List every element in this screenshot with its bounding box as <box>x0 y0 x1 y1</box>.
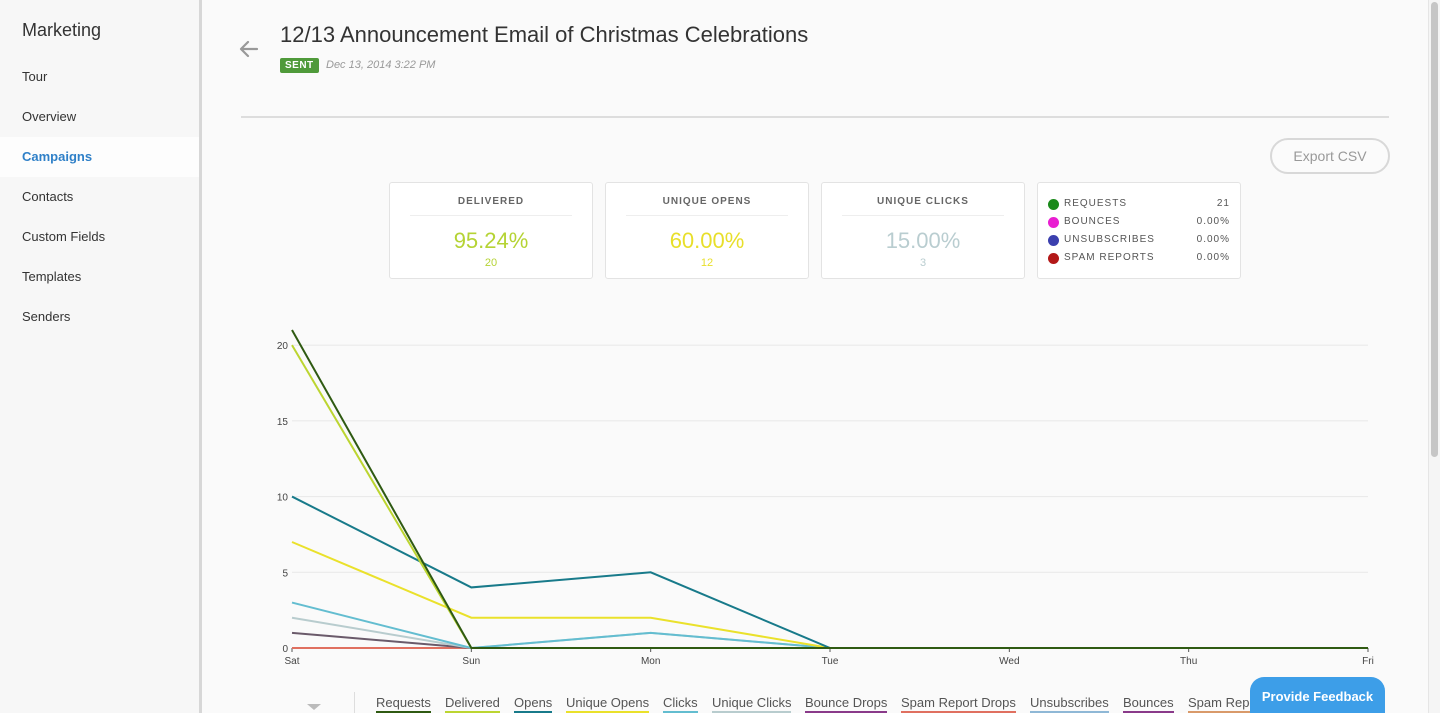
unique-clicks-count: 3 <box>919 257 927 269</box>
series-toggle-bounces[interactable]: Bounces <box>1123 695 1174 713</box>
x-tick-label: Wed <box>999 656 1019 667</box>
legend-row-requests: REQUESTS 21 <box>1048 195 1230 213</box>
unique-opens-card: UNIQUE OPENS 60.00% 12 <box>605 182 809 279</box>
series-line-unique-opens <box>291 541 1368 649</box>
legend-label: SPAM REPORTS <box>1064 252 1155 263</box>
unique-opens-value: 60.00% <box>669 228 745 253</box>
export-csv-button[interactable]: Export CSV <box>1270 138 1390 174</box>
legend-label: BOUNCES <box>1064 216 1121 227</box>
series-toggle-spam-report-drops[interactable]: Spam Report Drops <box>901 695 1016 713</box>
card-divider <box>410 215 572 216</box>
sidebar-item-contacts[interactable]: Contacts <box>22 189 74 204</box>
scrollbar-thumb[interactable] <box>1431 2 1438 457</box>
unique-opens-count: 12 <box>700 257 714 269</box>
header-divider <box>241 116 1389 118</box>
series-toggle-requests[interactable]: Requests <box>376 695 431 713</box>
legend-value: 21 <box>1216 198 1230 209</box>
x-tick-label: Mon <box>641 656 660 667</box>
unique-clicks-value: 15.00% <box>885 228 961 253</box>
series-toggle-delivered[interactable]: Delivered <box>445 695 500 713</box>
provide-feedback-button[interactable]: Provide Feedback <box>1250 677 1385 713</box>
status-badge: SENT <box>280 58 319 73</box>
series-toggle-clicks[interactable]: Clicks <box>663 695 698 713</box>
series-toggle-unique-clicks[interactable]: Unique Clicks <box>712 695 792 713</box>
legend-value: 0.00% <box>1196 234 1230 245</box>
sidebar-item-custom-fields[interactable]: Custom Fields <box>22 229 106 244</box>
legend-value: 0.00% <box>1196 216 1230 227</box>
series-toggle-opens[interactable]: Opens <box>514 695 553 713</box>
x-tick-label: Thu <box>1180 656 1197 667</box>
x-tick-label: Sat <box>284 656 299 667</box>
series-toggle-bar: Requests Delivered Opens Unique Opens Clicks… <box>290 690 1440 713</box>
card-divider <box>842 215 1004 216</box>
series-toggle-unsubscribes[interactable]: Unsubscribes <box>1030 695 1109 713</box>
sidebar-title: Marketing <box>22 20 102 40</box>
x-tick-label: Sun <box>462 656 480 667</box>
delivered-card: DELIVERED 95.24% 20 <box>389 182 593 279</box>
unique-clicks-label: UNIQUE CLICKS <box>877 196 969 207</box>
sidebar-item-templates[interactable]: Templates <box>22 269 82 284</box>
unique-clicks-card: UNIQUE CLICKS 15.00% 3 <box>821 182 1025 279</box>
requests-dot-icon <box>1048 199 1059 210</box>
legend-row-unsubscribes: UNSUBSCRIBES 0.00% <box>1048 231 1230 249</box>
legend-value: 0.00% <box>1196 252 1230 263</box>
delivered-count: 20 <box>484 257 498 269</box>
legend-label: REQUESTS <box>1064 198 1128 209</box>
spam-reports-dot-icon <box>1048 253 1059 264</box>
x-tick-label: Tue <box>822 656 839 667</box>
x-tick-label: Fri <box>1362 656 1374 667</box>
series-toggle-bounce-drops[interactable]: Bounce Drops <box>805 695 888 713</box>
y-tick-label: 5 <box>282 568 288 579</box>
unique-opens-label: UNIQUE OPENS <box>662 196 752 207</box>
sidebar: Marketing Tour Overview Campaigns Contac… <box>0 0 202 713</box>
sidebar-item-senders[interactable]: Senders <box>22 309 71 324</box>
unsubscribes-dot-icon <box>1048 235 1059 246</box>
chevron-down-icon[interactable] <box>306 702 322 712</box>
series-line-requests <box>291 329 1368 649</box>
legend-row-bounces: BOUNCES 0.00% <box>1048 213 1230 231</box>
delivered-label: DELIVERED <box>457 196 525 207</box>
sent-date: Dec 13, 2014 3:22 PM <box>326 59 436 71</box>
summary-legend-card: REQUESTS 21 BOUNCES 0.00% UNSUBSCRIBES 0… <box>1037 182 1241 279</box>
y-tick-label: 0 <box>282 644 288 655</box>
delivered-value: 95.24% <box>453 228 529 253</box>
arrow-left-icon[interactable] <box>238 38 260 60</box>
activity-line-chart: 0 5 10 15 20 Sat Sun Mon Tue Wed Thu Fri <box>277 329 1374 667</box>
y-tick-label: 15 <box>277 417 289 428</box>
legend-row-spam-reports: SPAM REPORTS 0.00% <box>1048 249 1230 267</box>
toggle-bar-divider <box>354 692 355 713</box>
sidebar-item-tour[interactable]: Tour <box>22 69 48 84</box>
page-title: 12/13 Announcement Email of Christmas Ce… <box>280 22 809 47</box>
y-tick-label: 20 <box>277 341 289 352</box>
vertical-scrollbar[interactable] <box>1428 0 1440 713</box>
card-divider <box>626 215 788 216</box>
sidebar-item-campaigns[interactable]: Campaigns <box>0 137 199 177</box>
sidebar-item-overview[interactable]: Overview <box>22 109 77 124</box>
y-tick-label: 10 <box>277 493 289 504</box>
bounces-dot-icon <box>1048 217 1059 228</box>
legend-label: UNSUBSCRIBES <box>1064 234 1155 245</box>
series-toggle-unique-opens[interactable]: Unique Opens <box>566 695 650 713</box>
